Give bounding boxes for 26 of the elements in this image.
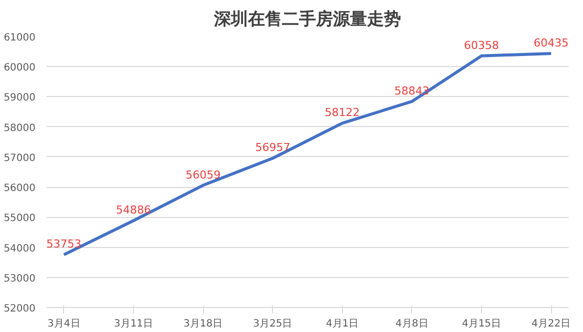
x-tick-label: 4月22日 [532,318,571,330]
y-tick-label: 53000 [4,273,36,284]
y-tick-label: 61000 [4,32,36,44]
x-tick-label: 4月1日 [326,318,359,330]
y-tick-label: 55000 [4,213,36,224]
chart-title: 深圳在售二手房源量走势 [213,10,401,30]
data-label: 56957 [255,141,290,154]
x-tick-label: 4月15日 [462,318,502,330]
x-tick-label: 3月18日 [184,318,223,330]
x-tick-label: 4月8日 [396,318,428,330]
y-tick-label: 56000 [4,183,36,194]
data-label: 56059 [186,168,221,182]
y-tick-label: 58000 [4,122,36,134]
data-label: 58122 [324,106,360,120]
y-tick-label: 57000 [4,152,36,164]
y-tick-label: 54000 [4,243,36,254]
data-label: 60358 [464,38,500,52]
y-tick-label: 52000 [4,304,36,314]
data-label: 54886 [116,204,152,217]
y-tick-label: 60000 [4,62,36,74]
data-label: 53753 [46,238,82,251]
data-label: 60435 [534,36,569,50]
x-tick-label: 3月25日 [253,318,292,330]
y-tick-label: 59000 [4,92,36,104]
x-tick-label: 3月11日 [114,318,154,330]
x-tick-label: 3月4日 [48,318,80,330]
